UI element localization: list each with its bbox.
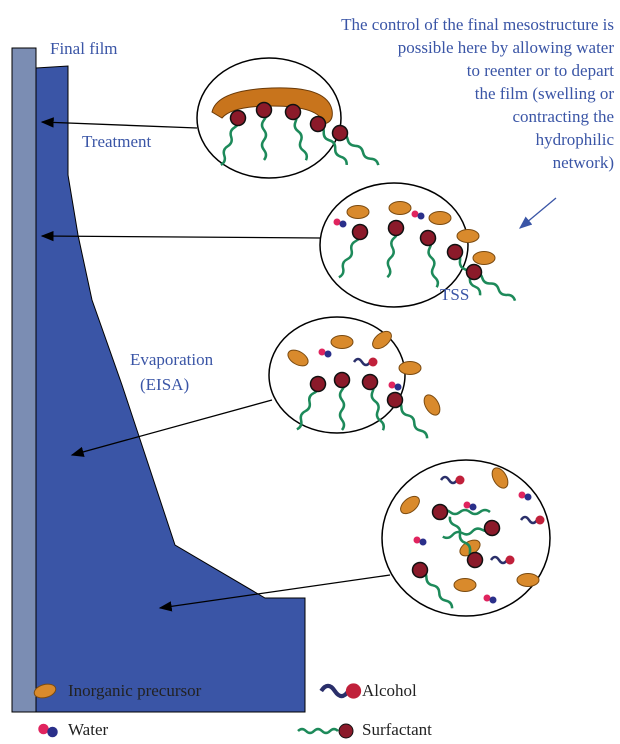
annotation-line: contracting the	[513, 107, 615, 126]
final-film-label: Final film	[50, 39, 118, 58]
arrow	[70, 399, 273, 457]
tss-label: TSS	[440, 285, 469, 304]
eisa-bubble	[268, 316, 444, 445]
solution-bubble	[381, 459, 551, 617]
treatment-bubble	[196, 57, 385, 179]
annotation-line: possible here by allowing water	[398, 38, 615, 57]
legend-label: Surfactant	[362, 720, 432, 739]
annotation-line: the film (swelling or	[475, 84, 615, 103]
legend-label: Water	[68, 720, 108, 739]
tss-bubble: TSS	[319, 182, 521, 309]
annotation-line: to reenter or to depart	[467, 61, 615, 80]
evaporation-label: Evaporation	[130, 350, 214, 369]
film	[35, 65, 306, 713]
arrow	[158, 574, 391, 612]
evaporation-label: (EISA)	[140, 375, 189, 394]
annotation: The control of the final mesostructure i…	[341, 15, 614, 172]
treatment-label: Treatment	[82, 132, 152, 151]
annotation-line: network)	[553, 153, 614, 172]
annotation-line: The control of the final mesostructure i…	[341, 15, 614, 34]
arrow	[40, 230, 321, 242]
arrow	[40, 117, 198, 129]
annotation-arrow	[519, 197, 557, 229]
annotation-line: hydrophilic	[536, 130, 615, 149]
legend-icon	[38, 723, 58, 738]
legend-icon	[321, 683, 361, 698]
legend: Inorganic precursor Water Alcohol Surfac…	[32, 681, 432, 739]
legend-icon	[297, 723, 354, 739]
substrate	[11, 47, 37, 713]
legend-label: Inorganic precursor	[68, 681, 202, 700]
legend-label: Alcohol	[362, 681, 417, 700]
